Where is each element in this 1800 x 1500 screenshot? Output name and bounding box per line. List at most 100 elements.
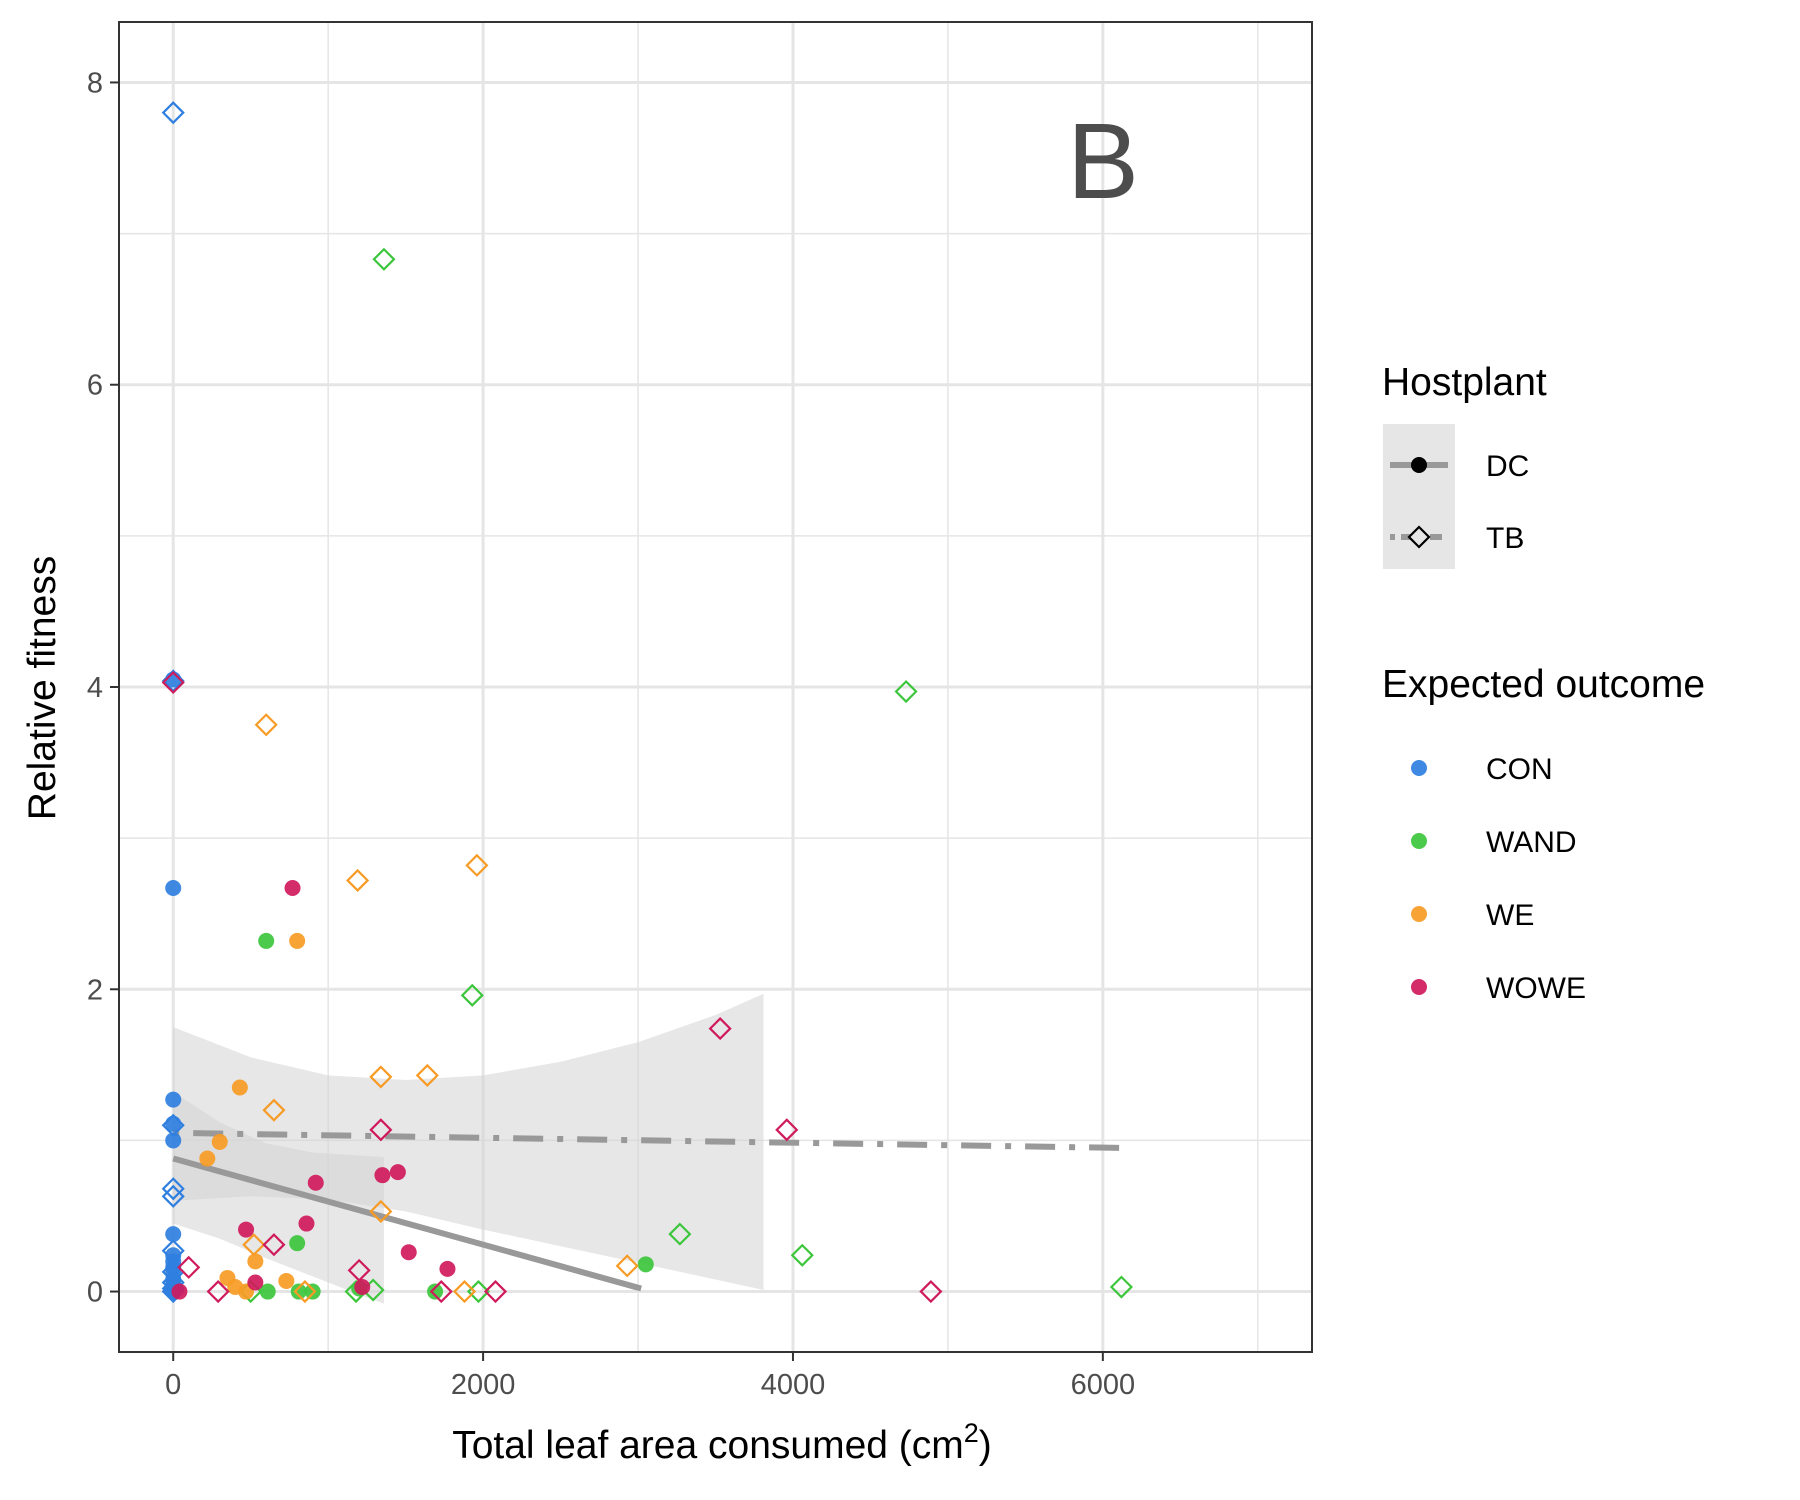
- y-tick-label: 8: [87, 67, 103, 99]
- data-point-wowe-dc: [171, 1283, 188, 1300]
- data-point-we-tb: [452, 1279, 477, 1304]
- data-point-wowe-tb: [429, 1279, 453, 1304]
- y-tick-label: 2: [87, 974, 103, 1006]
- data-point-wowe-tb: [206, 1279, 230, 1304]
- legend-outcome-title: Expected outcome: [1382, 663, 1705, 706]
- data-point-con-dc: [165, 1132, 182, 1149]
- x-tick-label: 2000: [451, 1369, 516, 1401]
- regression-lines: [172, 1129, 1124, 1292]
- data-point-wowe-tb: [919, 1279, 943, 1304]
- legend-key-diamond-tb: [1407, 525, 1431, 549]
- x-tick-label: 4000: [761, 1369, 826, 1401]
- data-point-con-dc: [165, 880, 182, 897]
- axis-ticks: 0 2000 4000 6000 0 2 4 6 8: [87, 67, 1135, 1401]
- data-point-we-tb: [369, 1199, 393, 1223]
- data-point-wand-dc: [259, 1283, 276, 1300]
- legend-hostplant: Hostplant DC TB: [1382, 361, 1547, 569]
- data-point-con-tb: [161, 1177, 185, 1201]
- data-point-wand-tb: [460, 983, 484, 1007]
- panel-label: B: [1067, 100, 1139, 221]
- data-points: [161, 101, 1133, 1304]
- y-axis-title: Relative fitness: [21, 556, 64, 820]
- data-point-we-dc: [247, 1253, 264, 1270]
- data-point-wand-tb: [668, 1222, 692, 1246]
- legend-key-wowe: [1411, 979, 1427, 995]
- confidence-band-tb: [173, 993, 764, 1290]
- data-point-wand-dc: [637, 1256, 654, 1273]
- data-point-wowe-tb: [262, 1233, 286, 1257]
- data-point-we-tb: [346, 868, 370, 893]
- data-point-wand-dc: [290, 1283, 307, 1300]
- legend-hostplant-title: Hostplant: [1382, 361, 1547, 404]
- data-point-wowe-dc: [389, 1164, 406, 1181]
- data-point-wand-tb: [894, 679, 918, 704]
- data-point-wowe-tb: [369, 1118, 393, 1142]
- data-point-wowe-dc: [354, 1279, 371, 1296]
- legend-expected-outcome: Expected outcome CON WAND WE WOWE: [1382, 663, 1705, 1005]
- legend-key-we: [1411, 906, 1427, 922]
- data-point-con-tb: [161, 101, 185, 125]
- data-point-wowe-tb: [161, 670, 185, 695]
- data-point-we-dc: [231, 1079, 248, 1096]
- legend-label-tb: TB: [1486, 522, 1524, 555]
- data-point-wowe-tb: [483, 1279, 508, 1304]
- y-axis-title-text: Relative fitness: [21, 556, 64, 820]
- x-tick-label: 6000: [1071, 1369, 1136, 1401]
- legend-hostplant-keys: DC TB: [1390, 450, 1529, 555]
- data-point-wowe-dc: [238, 1221, 255, 1238]
- x-axis-title-main: Total leaf area consumed (cm: [452, 1424, 964, 1467]
- data-point-wowe-tb: [347, 1258, 371, 1282]
- data-point-we-tb: [254, 713, 278, 737]
- regression-line-tb: [173, 1129, 1124, 1151]
- y-tick-label: 0: [87, 1277, 103, 1309]
- data-point-we-tb: [293, 1279, 317, 1304]
- legend-label-con: CON: [1486, 753, 1553, 786]
- data-point-wowe-dc: [284, 880, 301, 897]
- x-axis-title-superscript: 2: [964, 1418, 979, 1448]
- legend-key-con: [1411, 760, 1427, 776]
- regression-line-dc: [172, 1155, 642, 1292]
- x-axis-title-close: ): [979, 1424, 992, 1467]
- data-point-we-tb: [262, 1098, 286, 1122]
- y-tick-label: 6: [87, 370, 103, 402]
- data-point-wand-dc: [258, 932, 275, 949]
- data-point-wand-tb: [372, 247, 396, 271]
- y-tick-label: 4: [87, 672, 103, 704]
- data-point-con-dc: [165, 1226, 182, 1243]
- data-point-wowe-dc: [247, 1274, 264, 1291]
- data-point-we-tb: [242, 1233, 266, 1257]
- data-point-we-dc: [199, 1150, 216, 1167]
- data-point-wand-tb: [1109, 1275, 1133, 1299]
- data-point-con-tb: [161, 1184, 185, 1208]
- data-point-we-tb: [465, 853, 489, 877]
- data-point-wand-dc: [304, 1283, 321, 1300]
- x-tick-label: 0: [165, 1369, 181, 1401]
- data-point-we-tb: [369, 1065, 393, 1089]
- data-point-wowe-tb: [177, 1255, 201, 1279]
- data-point-wowe-dc: [374, 1167, 391, 1184]
- data-point-wowe-tb: [708, 1017, 732, 1041]
- data-point-we-dc: [289, 932, 306, 949]
- legend-label-dc: DC: [1486, 450, 1529, 483]
- data-point-con-tb: [161, 1113, 185, 1137]
- data-point-con-dc: [165, 1091, 182, 1108]
- data-point-wowe-dc: [439, 1260, 456, 1277]
- legend-key-circle-dc: [1411, 457, 1427, 473]
- data-point-wand-tb: [790, 1243, 814, 1267]
- data-point-we-dc: [278, 1272, 295, 1289]
- data-point-wowe-dc: [298, 1215, 315, 1232]
- x-axis-title: Total leaf area consumed (cm2): [452, 1418, 992, 1467]
- legend-outcome-keys: CON WAND WE WOWE: [1411, 753, 1586, 1005]
- data-point-we-tb: [415, 1063, 439, 1087]
- data-point-we-dc: [211, 1133, 228, 1150]
- data-point-wowe-tb: [775, 1118, 799, 1142]
- legend-key-wand: [1411, 833, 1427, 849]
- data-point-wowe-dc: [307, 1174, 324, 1191]
- legend-label-wowe: WOWE: [1486, 972, 1586, 1005]
- data-point-we-tb: [615, 1254, 639, 1278]
- data-point-wand-dc: [427, 1283, 444, 1300]
- data-point-wand-dc: [289, 1235, 306, 1252]
- legend-label-wand: WAND: [1486, 826, 1577, 859]
